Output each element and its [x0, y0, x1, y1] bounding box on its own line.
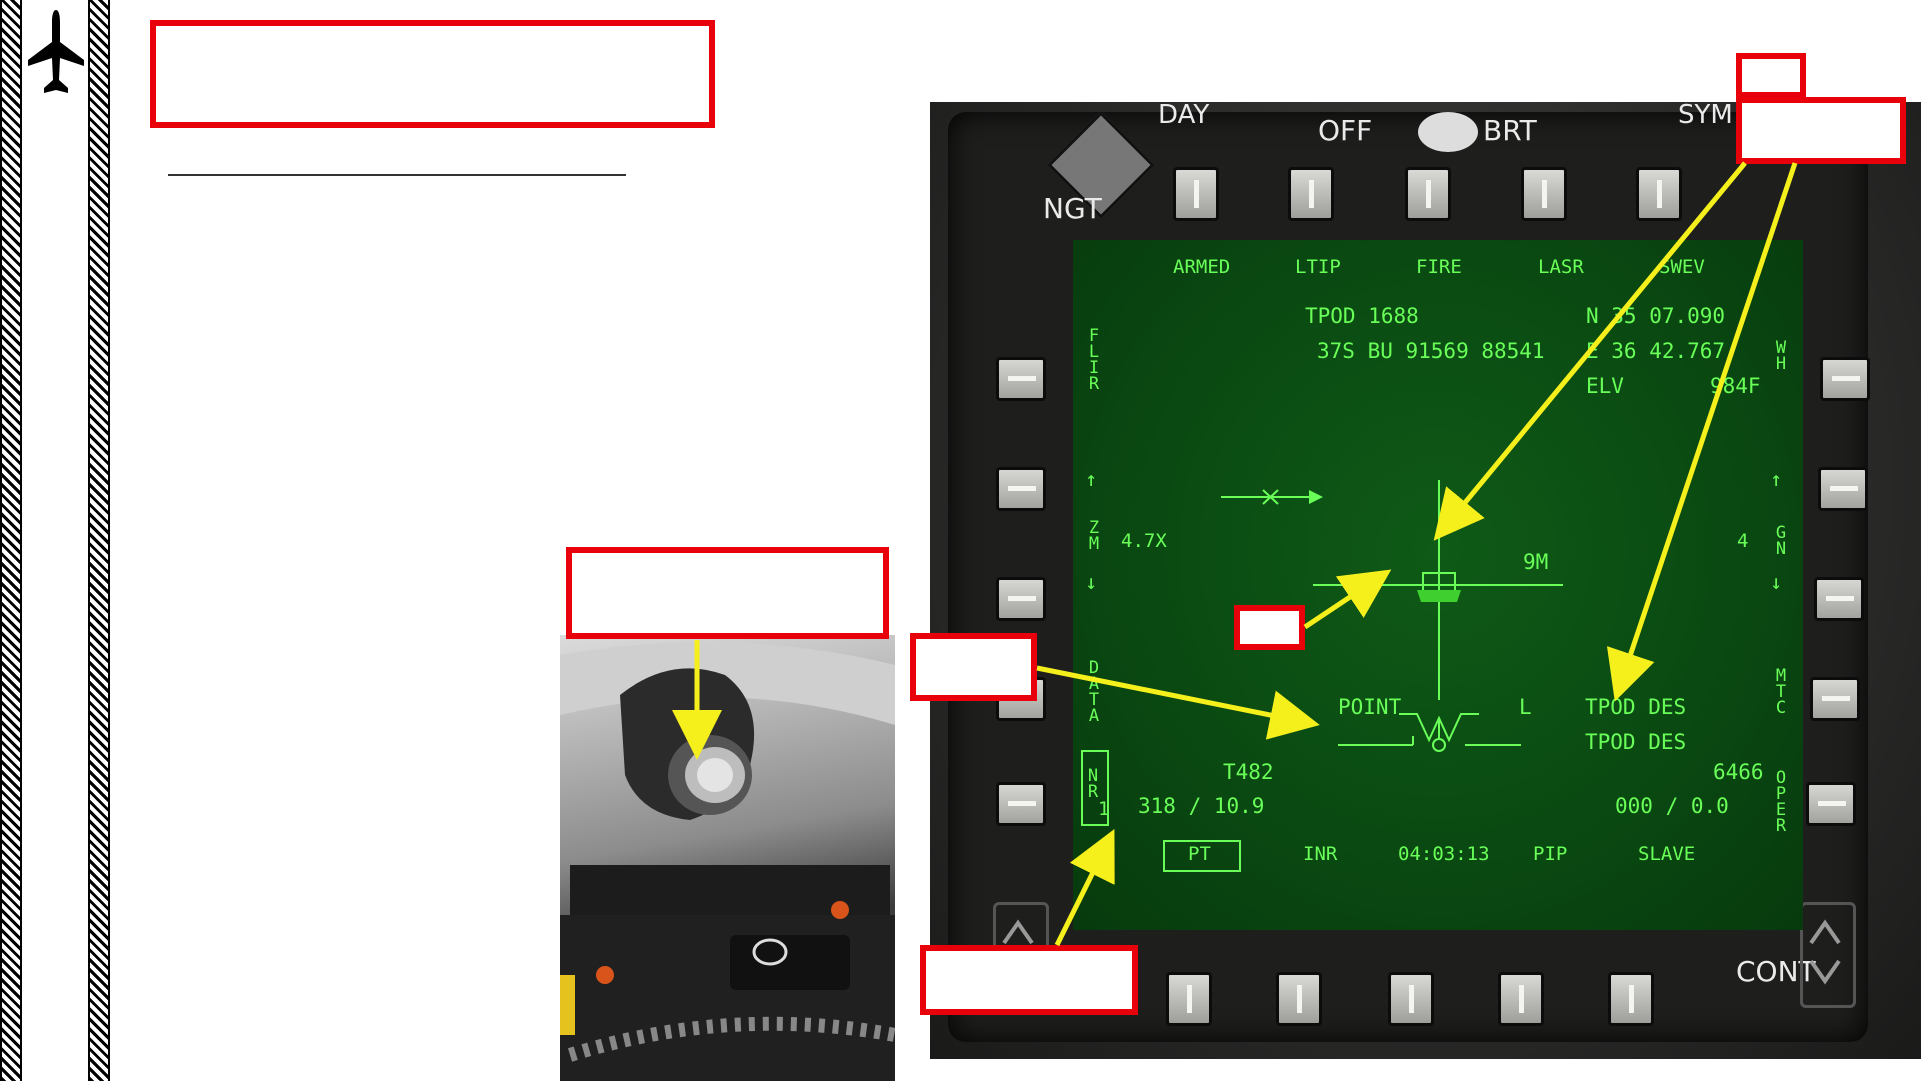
- mfd-bezel: DAY OFF BRT SYM NGT CONT: [948, 102, 1870, 1042]
- mfd-screen: ARMED LTIP FIRE LASR SWEV TPOD 1688 37S …: [1073, 240, 1803, 930]
- osb-bottom-3[interactable]: [1388, 972, 1434, 1026]
- osb-right-2[interactable]: [1818, 467, 1868, 511]
- osb-bottom-2[interactable]: [1276, 972, 1322, 1026]
- osb-top-2[interactable]: [1288, 167, 1334, 221]
- pt-box[interactable]: [1163, 840, 1241, 872]
- osb-right-1[interactable]: [1820, 357, 1870, 401]
- clock-readout: 04:03:13: [1398, 843, 1490, 865]
- cockpit-photo: [560, 635, 895, 1081]
- osb-left-3[interactable]: [996, 577, 1046, 621]
- title-callout-box: [150, 20, 715, 128]
- zoom-level: 4.7X: [1121, 530, 1167, 552]
- altitude-value: 6466: [1713, 760, 1764, 784]
- label-oper: OPER: [1775, 768, 1787, 836]
- tpod-des-2: TPOD DES: [1585, 730, 1687, 754]
- zoom-up-arrow-icon: ↑: [1085, 467, 1098, 491]
- bezel-day-label: DAY: [1158, 102, 1210, 130]
- osb-bottom-4[interactable]: [1498, 972, 1544, 1026]
- tpod-id: TPOD 1688: [1305, 304, 1419, 328]
- label-pip: PIP: [1533, 843, 1568, 865]
- label-inr: INR: [1303, 843, 1338, 865]
- tpod-des-1: TPOD DES: [1585, 695, 1687, 719]
- osb-right-5[interactable]: [1806, 782, 1856, 826]
- osb-right-4[interactable]: [1810, 677, 1860, 721]
- osb-left-2[interactable]: [996, 467, 1046, 511]
- aircraft-logo-icon: [28, 10, 84, 93]
- label-armed: ARMED: [1173, 256, 1231, 278]
- label-ltip: LTIP: [1295, 256, 1341, 278]
- sym-callout-box-small: [1736, 53, 1806, 98]
- target-callout-box: [1234, 605, 1305, 650]
- mfd-photo: DAY OFF BRT SYM NGT CONT: [930, 102, 1921, 1059]
- osb-bottom-1[interactable]: [1166, 972, 1212, 1026]
- mode-point: POINT: [1338, 695, 1402, 719]
- zoom-down-arrow-icon: ↓: [1085, 570, 1098, 594]
- aircraft-heading-symbol: [1221, 489, 1323, 505]
- tpod-crosshair: [1221, 480, 1563, 752]
- range-readout: 9M: [1523, 550, 1549, 574]
- left-stripe-border: [0, 0, 22, 1081]
- title-underline: [168, 174, 626, 176]
- bearing-range: 318 / 10.9: [1138, 794, 1265, 818]
- steerpoint-index: 1: [1098, 798, 1110, 820]
- bezel-sym-label: SYM: [1678, 102, 1733, 130]
- waterline-symbol: [1338, 713, 1521, 752]
- osb-bottom-5[interactable]: [1608, 972, 1654, 1026]
- osb-top-4[interactable]: [1521, 167, 1567, 221]
- osb-left-1[interactable]: [996, 357, 1046, 401]
- label-slave: SLAVE: [1638, 843, 1696, 865]
- heading-speed: 000 / 0.0: [1615, 794, 1729, 818]
- bezel-brt-label: BRT: [1483, 114, 1537, 147]
- label-flir: FLIR: [1088, 326, 1100, 394]
- mode-callout-box: [910, 633, 1037, 701]
- osb-top-5[interactable]: [1636, 167, 1682, 221]
- osb-top-3[interactable]: [1405, 167, 1451, 221]
- l-marker: L: [1519, 695, 1532, 719]
- label-zm: ZM: [1088, 518, 1100, 554]
- label-nr: NR: [1087, 766, 1099, 802]
- tdc-callout-box: [566, 547, 889, 639]
- right-stripe-border: [88, 0, 110, 1081]
- bezel-ngt-label: NGT: [1043, 192, 1102, 225]
- brightness-knob[interactable]: [1418, 112, 1478, 152]
- sym-callout-box: [1736, 97, 1906, 164]
- osb-right-3[interactable]: [1814, 577, 1864, 621]
- osb-top-1[interactable]: [1173, 167, 1219, 221]
- label-pt: PT: [1188, 843, 1211, 865]
- bearing-callout-box: [920, 945, 1138, 1015]
- nr-box: [1081, 750, 1109, 826]
- bezel-off-label: OFF: [1318, 114, 1373, 147]
- track-number: T482: [1223, 760, 1274, 784]
- osb-left-5[interactable]: [996, 782, 1046, 826]
- page-rocker-right[interactable]: [1800, 902, 1856, 1008]
